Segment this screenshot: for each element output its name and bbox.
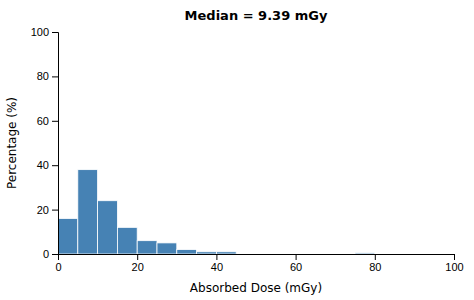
tick-label: 40 (37, 159, 49, 171)
tick-label: 0 (43, 248, 49, 260)
tick-label: 80 (369, 261, 381, 273)
tick-mark (454, 254, 455, 260)
tick-mark (52, 76, 58, 77)
y-axis: 0 20 40 60 80 100 (31, 26, 59, 260)
tick-mark (52, 121, 58, 122)
tick-label: 100 (445, 261, 463, 273)
tick: 20 (37, 204, 58, 216)
tick-mark (52, 32, 58, 33)
bar (296, 254, 316, 255)
bar (98, 201, 118, 254)
tick: 80 (37, 70, 58, 82)
bar (117, 227, 137, 254)
tick-label: 20 (132, 261, 144, 273)
tick-mark (375, 254, 376, 260)
bar (355, 253, 375, 254)
tick-label: 40 (211, 261, 223, 273)
bar (335, 254, 355, 255)
tick: 80 (369, 254, 381, 273)
tick-mark (52, 165, 58, 166)
tick-mark (52, 254, 58, 255)
axis-line (59, 255, 455, 261)
tick-label: 20 (37, 204, 49, 216)
tick-label: 100 (31, 26, 49, 38)
bar (434, 254, 454, 255)
bar (137, 241, 157, 254)
x-axis: 0 20 40 60 80 100 (55, 254, 463, 273)
bar (375, 254, 395, 255)
axis-line (52, 33, 59, 255)
tick-label: 60 (37, 115, 49, 127)
tick: 0 (55, 254, 61, 273)
y-axis-label: Percentage (%) (5, 97, 19, 189)
plot-area: 0 20 40 60 80 100 0 20 40 60 80 100 (31, 26, 464, 273)
bar (177, 250, 197, 254)
tick: 0 (43, 248, 58, 260)
bar (236, 254, 256, 255)
tick-mark (216, 254, 217, 260)
tick: 60 (37, 115, 58, 127)
tick: 20 (132, 254, 144, 273)
tick-label: 60 (290, 261, 302, 273)
tick: 100 (31, 26, 58, 38)
bar (414, 254, 434, 255)
bar (276, 254, 296, 255)
bar (395, 254, 415, 255)
title: Median = 9.39 mGy (185, 8, 328, 23)
bar (78, 170, 98, 254)
chart: 0 20 40 60 80 100 0 20 40 60 80 100 Median = 9.39 mG… (0, 0, 474, 300)
bar (256, 254, 276, 255)
bar (157, 243, 177, 254)
bar (216, 252, 236, 254)
x-axis-label: Absorbed Dose (mGy) (190, 281, 322, 295)
tick-mark (296, 254, 297, 260)
tick-label: 0 (55, 261, 61, 273)
bars (58, 170, 375, 254)
tick-label: 80 (37, 70, 49, 82)
tick-mark (52, 210, 58, 211)
bar (58, 218, 78, 254)
tick: 40 (211, 254, 223, 273)
bar (197, 252, 217, 254)
bar (315, 254, 335, 255)
tick-mark (137, 254, 138, 260)
tick: 100 (445, 254, 463, 273)
tick: 60 (290, 254, 302, 273)
tick: 40 (37, 159, 58, 171)
